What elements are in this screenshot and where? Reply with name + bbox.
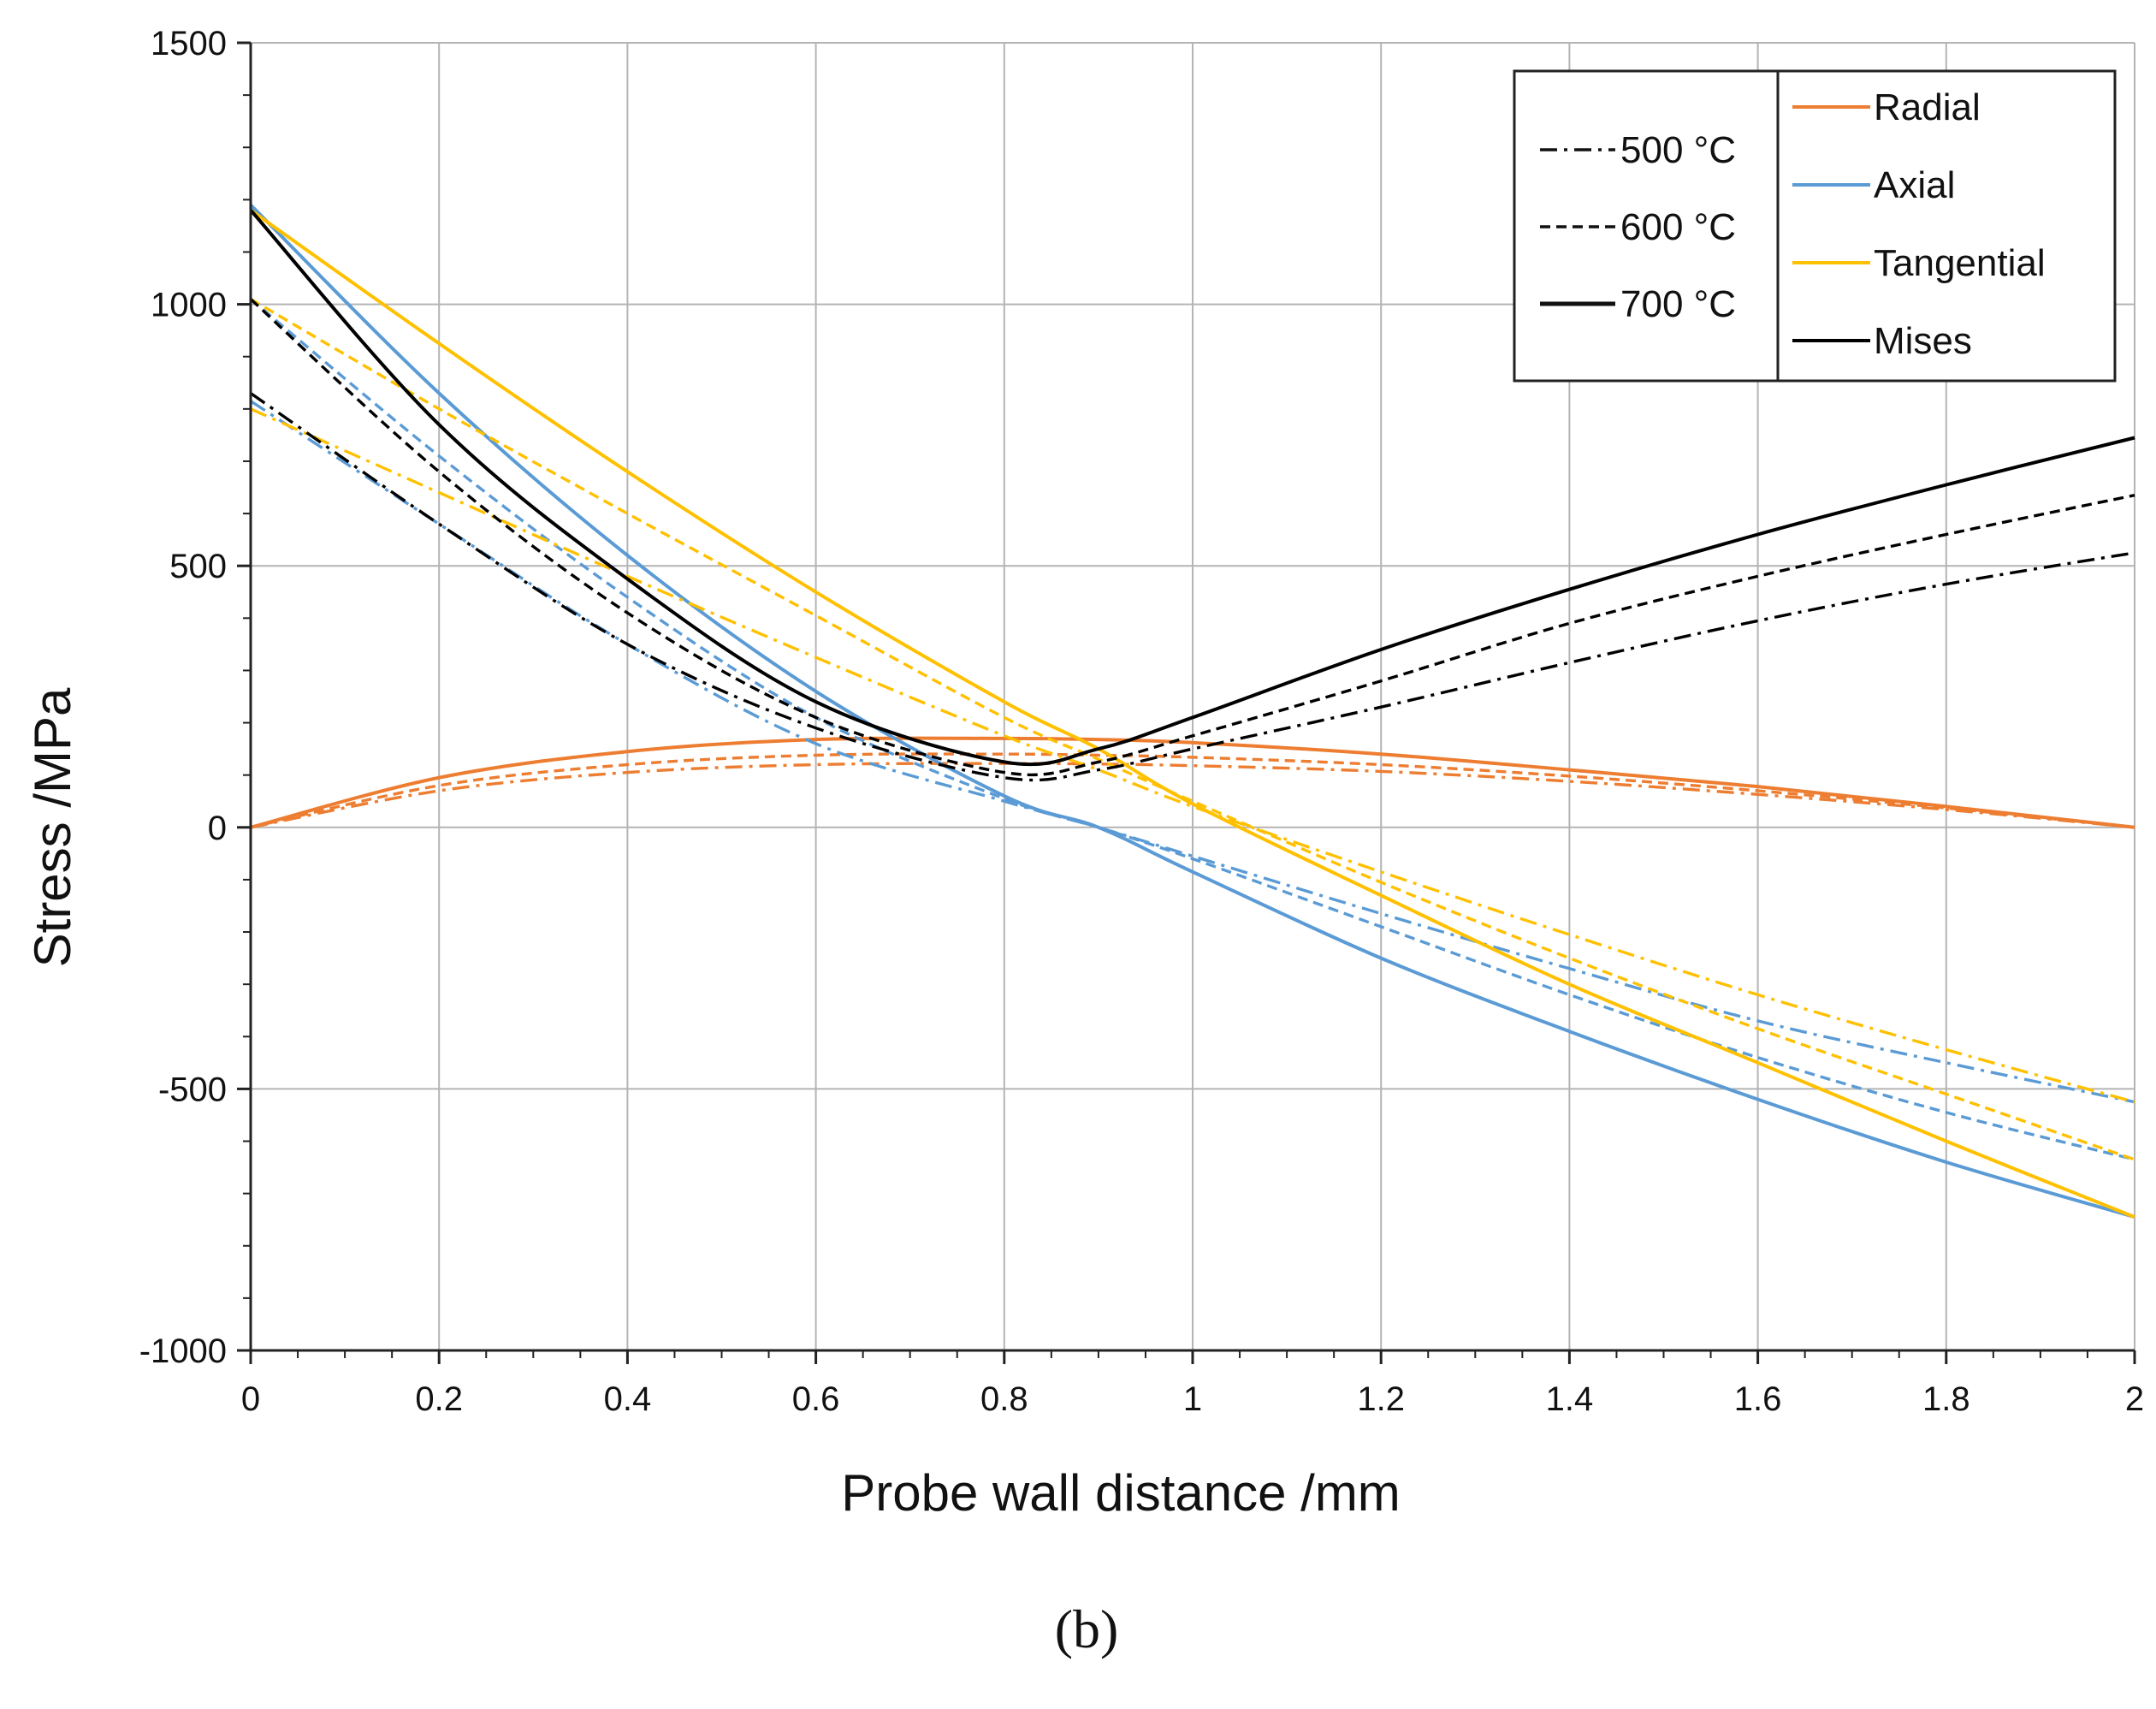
x-tick-label: 0.2 [415,1380,463,1418]
x-tick-label: 2 [2125,1380,2144,1418]
x-tick-label: 0.8 [980,1380,1028,1418]
x-tick-label: 1.6 [1734,1380,1782,1418]
y-tick-label: 1500 [151,25,227,62]
x-tick-label: 0 [241,1380,260,1418]
legend-component-label: Mises [1874,320,1972,362]
legend-style-label: 700 °C [1620,283,1736,325]
legend: 500 °C 600 °C 700 °C Radial Axial Tangential… [1513,69,2117,383]
series-line-mises-700 [249,209,2135,767]
legend-components: Radial Axial Tangential Mises [1792,86,2046,362]
series-line-radial-600 [250,752,2135,829]
series-line-mises-500 [250,392,2135,782]
legend-box [1513,69,2117,383]
series-line-axial-700 [249,204,2135,1219]
panel-label: (b) [1055,1599,1119,1659]
y-tick-label: 1000 [151,287,227,324]
series-lines [249,204,2135,1219]
x-tick-label: 1.2 [1357,1380,1405,1418]
x-tick-label: 1.4 [1546,1380,1594,1418]
legend-style-label: 600 °C [1620,206,1736,248]
legend-component-label: Axial [1874,164,1955,206]
x-axis-title: Probe wall distance /mm [841,1464,1401,1522]
y-tick-label: 500 [169,548,227,585]
y-tick-label: -1000 [139,1332,227,1370]
x-tick-label: 1.8 [1922,1380,1970,1418]
legend-temperature-styles: 500 °C 600 °C 700 °C [1540,129,1736,325]
series-line-radial-500 [250,762,2135,829]
y-axis-title: Stress /MPa [24,687,81,967]
y-tick-label: 0 [208,810,227,847]
legend-component-label: Tangential [1874,242,2046,284]
tick-labels: 0 0.2 0.4 0.6 0.8 1 1.2 1.4 1.6 1.8 2 -1000 -500 0 500… [139,25,2144,1418]
x-tick-label: 0.4 [604,1380,652,1418]
series-line-mises-600 [249,298,2135,776]
legend-style-label: 500 °C [1620,129,1736,171]
x-tick-label: 0.6 [792,1380,840,1418]
series-line-axial-600 [249,298,2135,1161]
series-line-tangential-700 [249,208,2135,1219]
axes [237,41,2136,1364]
y-tick-label: -500 [158,1071,227,1108]
legend-component-label: Radial [1874,86,1981,128]
series-line-radial-700 [250,736,2135,829]
x-tick-label: 1 [1183,1380,1202,1418]
